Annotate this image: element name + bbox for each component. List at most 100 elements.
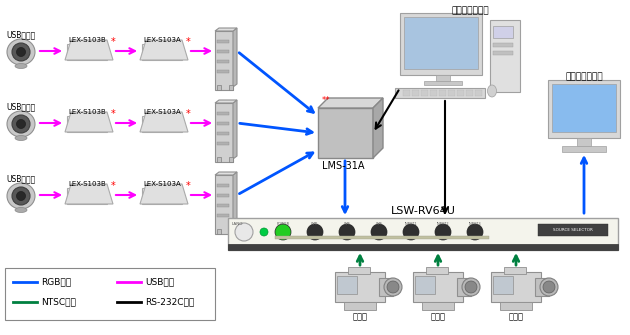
Bar [67, 44, 107, 60]
Polygon shape [215, 100, 237, 103]
Text: LEX-S103A: LEX-S103A [143, 181, 181, 187]
Text: LEX-S103A: LEX-S103A [143, 109, 181, 115]
Circle shape [462, 278, 480, 296]
Circle shape [403, 224, 419, 240]
Polygon shape [140, 184, 188, 204]
Text: RGB信号: RGB信号 [41, 277, 71, 286]
Bar [493, 43, 513, 47]
Bar [217, 132, 229, 135]
Circle shape [275, 224, 291, 240]
Bar [229, 229, 233, 234]
Ellipse shape [15, 135, 27, 140]
Bar [424, 81, 462, 85]
Polygon shape [65, 184, 113, 204]
Circle shape [339, 224, 355, 240]
Text: 制御用パソコン: 制御用パソコン [451, 6, 489, 15]
Ellipse shape [16, 48, 25, 57]
Text: カメラ: カメラ [353, 312, 367, 321]
Text: LEX-S103B: LEX-S103B [68, 181, 106, 187]
Text: カメラ: カメラ [508, 312, 524, 321]
Text: LSW-RV64U: LSW-RV64U [391, 206, 455, 216]
Bar [217, 122, 229, 125]
Ellipse shape [16, 192, 25, 201]
Bar [142, 188, 182, 204]
Bar [217, 142, 229, 145]
Bar [466, 90, 473, 96]
Polygon shape [318, 98, 383, 108]
Text: INPUT2: INPUT2 [437, 222, 449, 226]
Bar [5, 268, 215, 320]
Bar [228, 244, 618, 250]
Bar [500, 302, 532, 310]
Circle shape [387, 281, 399, 293]
Ellipse shape [7, 111, 35, 137]
Text: *: * [111, 181, 116, 191]
Bar [426, 267, 448, 274]
Bar [379, 278, 393, 296]
Bar [577, 138, 591, 146]
Bar [215, 31, 233, 90]
Text: LEX-S103A: LEX-S103A [143, 37, 181, 43]
Bar [344, 302, 376, 310]
Text: USBカメラ: USBカメラ [6, 30, 36, 39]
Text: NTSC信号: NTSC信号 [41, 297, 76, 307]
Ellipse shape [12, 115, 30, 133]
Bar [215, 175, 233, 234]
Text: RS-232C信号: RS-232C信号 [145, 297, 194, 307]
Bar [395, 88, 485, 98]
Bar [67, 188, 107, 204]
Bar [217, 214, 229, 217]
Circle shape [260, 228, 268, 236]
Bar [493, 276, 513, 294]
Bar [217, 229, 221, 234]
Bar [448, 90, 455, 96]
Text: *: * [111, 37, 116, 47]
Bar [275, 236, 489, 239]
Bar [142, 116, 182, 132]
Bar [217, 40, 229, 43]
Bar [215, 103, 233, 162]
Bar [475, 90, 482, 96]
Bar [142, 44, 182, 60]
Bar [491, 272, 541, 302]
Circle shape [465, 281, 477, 293]
Ellipse shape [488, 85, 496, 97]
Ellipse shape [7, 183, 35, 209]
Polygon shape [215, 172, 237, 175]
Circle shape [543, 281, 555, 293]
Text: LEX-S103B: LEX-S103B [68, 109, 106, 115]
Bar [403, 90, 410, 96]
Bar [457, 90, 464, 96]
Bar [229, 157, 233, 162]
Bar [548, 80, 620, 138]
Text: **: ** [322, 96, 331, 105]
Bar [217, 194, 229, 197]
Text: W/D: W/D [311, 222, 319, 226]
Ellipse shape [12, 43, 30, 61]
Polygon shape [215, 28, 237, 31]
Text: LMS-31A: LMS-31A [322, 161, 365, 171]
Bar [217, 60, 229, 63]
Bar [493, 51, 513, 55]
Bar [421, 90, 428, 96]
Bar [538, 224, 608, 236]
Circle shape [540, 278, 558, 296]
Bar [436, 75, 450, 81]
Polygon shape [233, 28, 237, 87]
Polygon shape [140, 40, 188, 60]
Bar [229, 85, 233, 90]
Bar [504, 267, 526, 274]
Text: LEX-S103B: LEX-S103B [68, 37, 106, 43]
Text: *: * [111, 109, 116, 119]
Text: SOURCE SELECTOR: SOURCE SELECTOR [553, 228, 593, 232]
Polygon shape [233, 172, 237, 231]
Bar [562, 146, 606, 152]
Text: *: * [186, 109, 191, 119]
Bar [400, 13, 482, 75]
Bar [217, 85, 221, 90]
Ellipse shape [12, 187, 30, 205]
Bar [439, 90, 446, 96]
Text: POWER: POWER [277, 222, 290, 226]
Circle shape [307, 224, 323, 240]
Bar [493, 26, 513, 38]
